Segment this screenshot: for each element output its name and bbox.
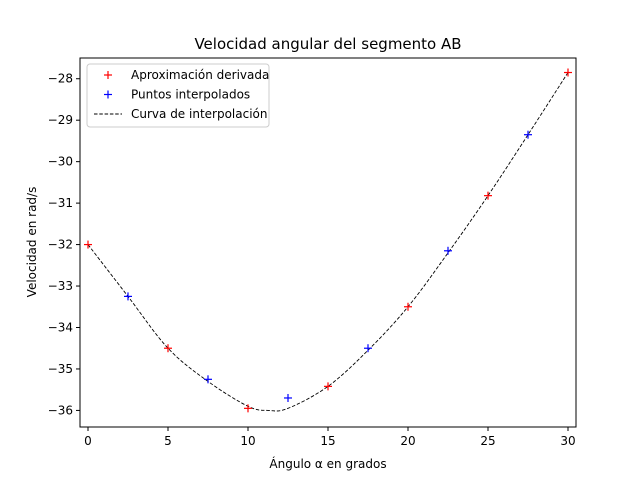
interpolated-point <box>284 393 292 402</box>
legend-label: Aproximación derivada <box>131 68 269 82</box>
derived-point <box>84 240 92 249</box>
series-layer <box>84 68 572 413</box>
x-axis-label: Ángulo α en grados <box>269 456 386 471</box>
derived-point <box>324 382 332 391</box>
interpolated-point <box>524 130 532 139</box>
x-tick-label: 20 <box>400 434 415 448</box>
legend-marker-swatch <box>104 71 112 79</box>
y-tick-label: −30 <box>48 155 73 169</box>
derived-point <box>564 68 572 77</box>
x-tick-label: 10 <box>240 434 255 448</box>
x-tick-label: 0 <box>84 434 92 448</box>
legend-marker-swatch <box>104 90 112 99</box>
y-tick-label: −31 <box>48 196 73 210</box>
y-tick-label: −32 <box>48 238 73 252</box>
x-ticks: 0 5 10 15 20 25 30 <box>84 427 576 448</box>
x-tick-label: 30 <box>560 434 575 448</box>
interpolated-point <box>364 344 372 353</box>
derived-point <box>404 302 412 311</box>
legend: Aproximación derivada Puntos interpolados… <box>86 63 270 128</box>
derived-point <box>244 404 252 413</box>
y-tick-label: −34 <box>48 320 73 334</box>
derived-point <box>484 191 492 200</box>
y-tick-label: −29 <box>48 113 73 127</box>
x-tick-label: 15 <box>320 434 335 448</box>
y-tick-label: −28 <box>48 72 73 86</box>
y-tick-label: −35 <box>48 362 73 376</box>
y-tick-label: −33 <box>48 279 73 293</box>
y-tick-label: −36 <box>48 403 73 417</box>
x-tick-label: 25 <box>480 434 495 448</box>
interpolated-point <box>444 246 452 255</box>
legend-label: Puntos interpolados <box>131 88 250 102</box>
x-tick-label: 5 <box>164 434 172 448</box>
derived-point <box>164 344 172 353</box>
y-ticks: −36 −35 −34 −33 −32 −31 −30 −29 −28 <box>48 72 80 417</box>
y-axis-label: Velocidad en rad/s <box>25 187 39 298</box>
legend-label: Curva de interpolación <box>131 107 268 121</box>
interpolated-point <box>124 292 132 301</box>
chart-title: Velocidad angular del segmento AB <box>194 35 461 53</box>
interpolation-curve <box>87 72 569 412</box>
legend-box <box>86 63 270 128</box>
interpolated-point <box>204 375 212 384</box>
legend-items: Aproximación derivada Puntos interpolados… <box>94 68 269 121</box>
